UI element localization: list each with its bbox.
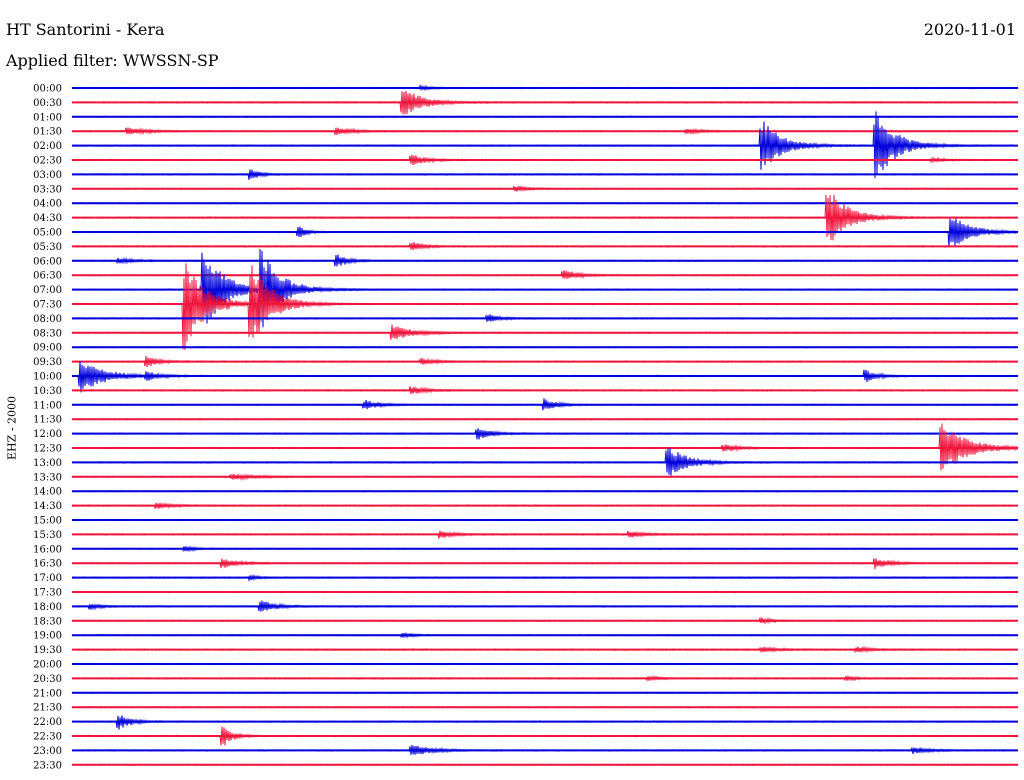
time-label: 01:30 (33, 127, 62, 138)
time-label: 23:00 (33, 746, 62, 757)
time-label: 17:00 (33, 573, 62, 584)
time-label: 20:30 (33, 674, 62, 685)
time-label: 07:30 (33, 300, 62, 311)
time-label: 01:00 (33, 112, 62, 123)
time-label: 10:00 (33, 372, 62, 383)
time-label: 21:30 (33, 703, 62, 714)
time-label: 00:30 (33, 98, 62, 109)
time-label: 05:00 (33, 228, 62, 239)
time-label: 03:30 (33, 184, 62, 195)
time-label: 08:30 (33, 328, 62, 339)
time-label: 23:30 (33, 760, 62, 771)
time-label: 03:00 (33, 170, 62, 181)
time-label: 12:00 (33, 429, 62, 440)
time-label: 15:00 (33, 516, 62, 527)
time-label: 06:30 (33, 271, 62, 282)
filter-subtitle: Applied filter: WWSSN-SP (6, 51, 219, 70)
time-label: 13:30 (33, 472, 62, 483)
time-label: 13:00 (33, 458, 62, 469)
time-label: 06:00 (33, 256, 62, 267)
time-label: 09:00 (33, 343, 62, 354)
time-label: 04:30 (33, 213, 62, 224)
station-title: HT Santorini - Kera (6, 20, 165, 39)
time-label: 12:30 (33, 444, 62, 455)
time-label: 11:30 (33, 415, 62, 426)
time-label: 17:30 (33, 588, 62, 599)
date-label: 2020-11-01 (923, 20, 1016, 39)
time-label: 09:30 (33, 357, 62, 368)
time-label: 02:30 (33, 156, 62, 167)
time-label: 20:00 (33, 660, 62, 671)
time-label: 15:30 (33, 530, 62, 541)
time-label: 05:30 (33, 242, 62, 253)
time-label: 10:30 (33, 386, 62, 397)
time-label: 18:30 (33, 616, 62, 627)
time-label: 00:00 (33, 84, 62, 95)
time-label: 14:00 (33, 487, 62, 498)
time-label: 22:30 (33, 732, 62, 743)
time-label: 18:00 (33, 602, 62, 613)
time-label: 16:00 (33, 544, 62, 555)
time-label: 11:00 (33, 400, 62, 411)
time-label: 08:00 (33, 314, 62, 325)
time-label: 14:30 (33, 501, 62, 512)
time-label: 16:30 (33, 559, 62, 570)
time-label: 04:00 (33, 199, 62, 210)
time-label: 19:00 (33, 631, 62, 642)
time-label: 22:00 (33, 717, 62, 728)
time-label: 07:00 (33, 285, 62, 296)
time-label: 02:00 (33, 141, 62, 152)
time-label: 21:00 (33, 688, 62, 699)
time-label: 19:30 (33, 645, 62, 656)
